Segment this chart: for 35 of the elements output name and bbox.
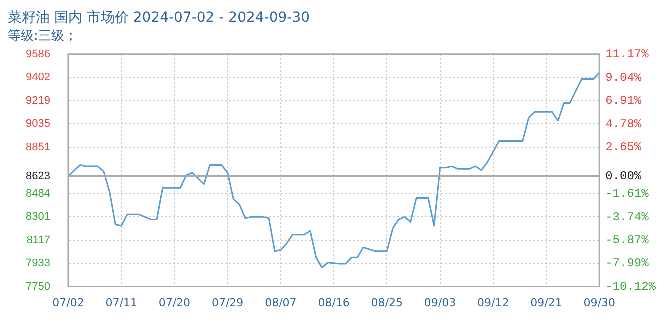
y2-tick-label: 9.04% [606,70,642,85]
y-tick-label: 8117 [26,234,50,246]
y-tick-label: 7933 [26,258,50,270]
y2-tick-label: 11.17% [606,48,650,62]
x-tick-label: 07/11 [106,296,138,310]
x-tick-label: 09/12 [478,296,510,310]
y-tick-label: 9219 [26,94,50,107]
x-tick-label: 08/25 [371,296,403,310]
x-tick-label: 09/03 [424,296,456,310]
y-tick-label: 7750 [26,280,50,293]
y2-tick-label: -3.74% [606,210,650,224]
x-tick-label: 07/29 [212,296,244,310]
chart-title: 菜籽油 国内 市场价 2024-07-02 - 2024-09-30 [8,10,310,26]
y2-tick-label: -10.12% [606,280,657,294]
chart-subtitle: 等级:三级； [8,28,78,44]
y-tick-label: 9402 [26,72,50,84]
y-tick-label: 8301 [26,211,50,224]
y2-tick-label: -1.61% [606,187,650,202]
y2-tick-label: 2.65% [606,140,642,155]
y2-tick-label: -7.99% [606,256,650,271]
y2-tick-label: 4.78% [606,117,642,132]
x-tick-label: 08/07 [265,296,297,310]
y-tick-label: 8623 [26,170,50,182]
y2-tick-label: 6.91% [606,94,642,108]
x-tick-label: 08/16 [318,296,350,310]
y2-tick-label: -5.87% [606,234,650,248]
y-tick-label: 8851 [26,141,50,154]
x-tick-label: 07/02 [52,296,84,310]
y-tick-label: 8484 [26,188,50,200]
y2-tick-label: 0.00% [606,170,642,184]
x-tick-label: 07/20 [158,296,191,310]
y-tick-label: 9035 [26,118,50,130]
y-tick-label: 9586 [26,48,50,60]
x-tick-label: 09/21 [530,296,562,310]
x-tick-label: 09/30 [584,296,616,310]
